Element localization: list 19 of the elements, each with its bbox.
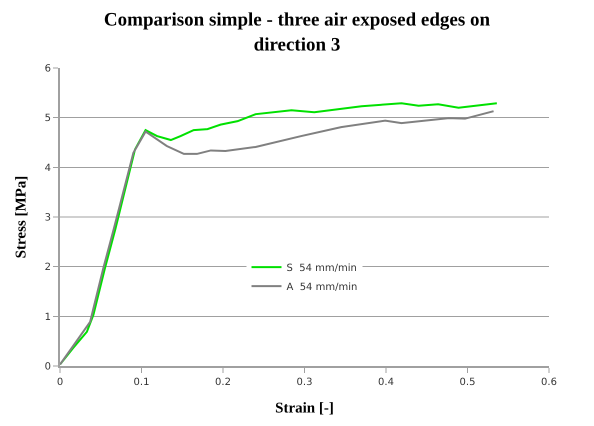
x-tick-label: 0.6 <box>541 377 557 388</box>
x-tick-label: 0 <box>56 377 64 388</box>
y-tick-label: 4 <box>44 162 51 174</box>
y-tick-label: 5 <box>44 113 51 124</box>
x-tick-label: 0.5 <box>460 377 476 388</box>
y-tick-label: 6 <box>44 64 51 74</box>
legend-label: S 54 mm/min <box>286 263 357 274</box>
x-tick-label: 0.4 <box>378 377 394 388</box>
legend-label: A 54 mm/min <box>286 282 358 293</box>
y-tick-label: 0 <box>44 362 51 372</box>
y-tick-label: 2 <box>44 262 51 274</box>
y-axis-title: Stress [MPa] <box>13 176 30 258</box>
y-tick-label: 3 <box>44 212 51 224</box>
x-tick-label: 0.1 <box>134 377 150 388</box>
chart-title: Comparison simple - three air exposed edges on direction 3 <box>104 10 491 56</box>
y-tick-label: 1 <box>44 312 51 323</box>
x-axis-title: Strain [-] <box>275 400 334 416</box>
x-tick-label: 0.2 <box>215 377 231 388</box>
x-tick-label: 0.3 <box>296 377 312 388</box>
